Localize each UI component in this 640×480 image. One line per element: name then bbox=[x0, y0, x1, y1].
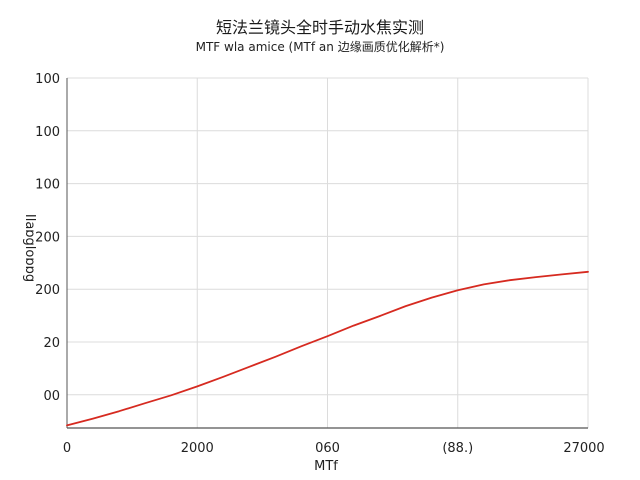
y-tick-label: 100 bbox=[35, 72, 60, 87]
chart-title: 短法兰镜头全时手动水焦实测 bbox=[215, 18, 424, 37]
y-axis-label: Ilaɒgloɒɒg bbox=[22, 214, 37, 282]
y-tick-label: 200 bbox=[35, 283, 60, 298]
series-group bbox=[66, 270, 589, 427]
y-tick-label: 200 bbox=[35, 230, 60, 245]
x-tick-label: 27000 bbox=[563, 441, 604, 456]
y-tick-label: 100 bbox=[35, 125, 60, 140]
y-tick-label: 00 bbox=[43, 389, 60, 404]
axes bbox=[66, 78, 588, 429]
y-tick-label: 100 bbox=[35, 178, 60, 193]
y-tick-labels: 100 100 100 200 200 20 00 bbox=[35, 72, 60, 404]
x-tick-label: 2000 bbox=[181, 441, 214, 456]
x-tick-labels: 0 2000 060 (88.) 27000 bbox=[63, 441, 605, 456]
x-axis-label: MTf bbox=[314, 459, 338, 474]
grid bbox=[67, 77, 589, 428]
x-tick-label: 0 bbox=[63, 441, 71, 456]
x-tick-label: (88.) bbox=[442, 441, 473, 456]
x-tick-label: 060 bbox=[315, 441, 340, 456]
y-tick-label: 20 bbox=[43, 336, 60, 351]
series-line bbox=[66, 270, 589, 427]
chart-subtitle: MTF wla amice (MTf an 边缘画质优化解析*) bbox=[195, 40, 445, 54]
